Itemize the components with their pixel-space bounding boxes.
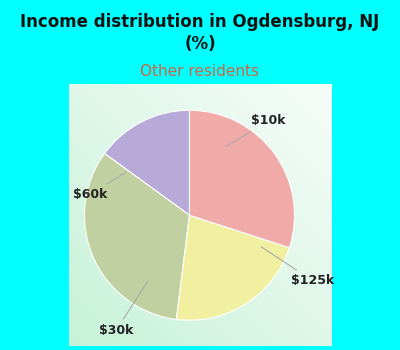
Wedge shape [190, 110, 294, 248]
Text: $30k: $30k [99, 281, 148, 337]
Wedge shape [84, 154, 190, 320]
Text: $60k: $60k [72, 172, 126, 201]
Wedge shape [104, 110, 190, 215]
Wedge shape [176, 215, 289, 320]
Text: $125k: $125k [261, 247, 334, 287]
Text: Other residents: Other residents [140, 64, 260, 79]
Text: Income distribution in Ogdensburg, NJ
(%): Income distribution in Ogdensburg, NJ (%… [20, 13, 380, 53]
Text: $10k: $10k [226, 114, 286, 146]
